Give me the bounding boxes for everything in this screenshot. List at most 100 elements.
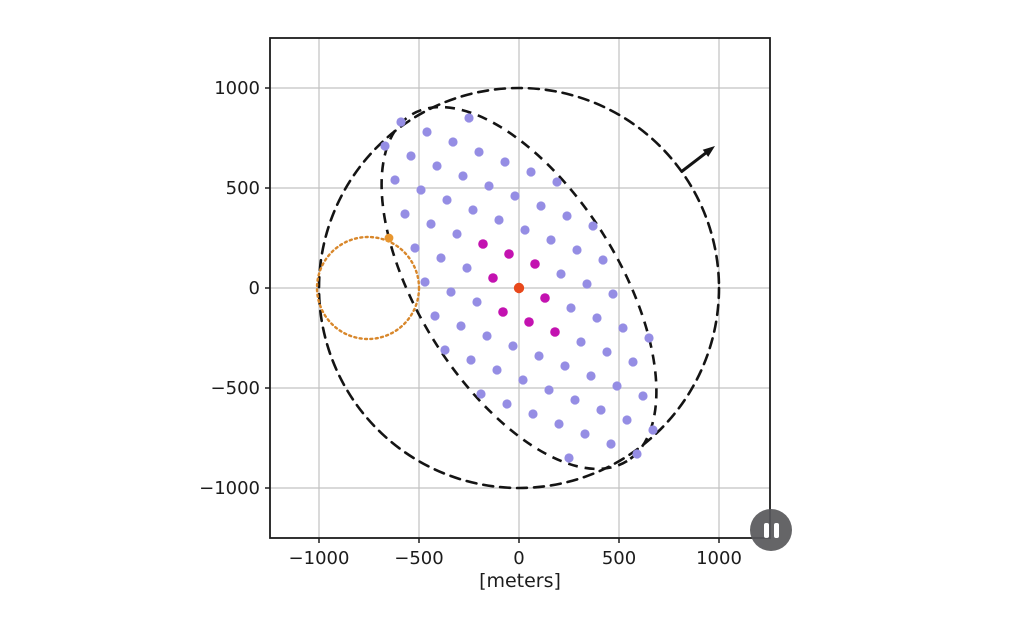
y-tick-label: −500 [211,378,260,399]
formation-agents-dot [576,337,586,347]
formation-agents-dot [500,157,510,167]
formation-agents-dot [508,341,518,351]
formation-agents-dot [546,235,556,245]
formation-agents-dot [596,405,606,415]
formation-agents-dot [528,409,538,419]
formation-agents-dot [416,185,426,195]
x-tick-label: −500 [394,548,443,569]
formation-agents-dot [536,201,546,211]
formation-agents-dot [502,399,512,409]
formation-agents-dot [648,425,658,435]
formation-agents-dot [492,365,502,375]
formation-agents-dot [474,147,484,157]
inner-ring-agents-dot [504,249,514,259]
formation-agents-dot [400,209,410,219]
pause-button[interactable] [750,509,792,551]
formation-agents-dot [554,419,564,429]
y-tick-label: 500 [226,178,260,199]
formation-agents-dot [466,355,476,365]
formation-agents-dot [552,177,562,187]
boundary-circle [317,86,721,490]
pause-icon [773,522,779,538]
formation-agents-dot [440,345,450,355]
formation-agents-dot [544,385,554,395]
formation-agents-dot [606,439,616,449]
inner-ring-agents-dot [498,307,508,317]
x-tick-label: 500 [602,548,636,569]
x-tick-label: −1000 [289,548,350,569]
formation-agents-dot [452,229,462,239]
formation-agents-dot [442,195,452,205]
x-tick-label: 0 [513,548,524,569]
formation-agents-dot [588,221,598,231]
joining-agent-range-circle [315,235,421,341]
formation-agents-dot [484,181,494,191]
formation-agents-dot [570,395,580,405]
inner-ring-agents-dot [540,293,550,303]
y-tick-label: −1000 [199,478,260,499]
formation-agents-dot [632,449,642,459]
x-axis-label: [meters] [479,570,561,592]
formation-agents-dot [464,113,474,123]
formation-agents-dot [628,357,638,367]
formation-agents-dot [608,289,618,299]
formation-agents-dot [520,225,530,235]
formation-agents-dot [638,391,648,401]
formation-agents-dot [430,311,440,321]
formation-agents-dot [560,361,570,371]
inner-ring-agents-dot [550,327,560,337]
formation-agents-dot [602,347,612,357]
formation-agents-dot [420,277,430,287]
inner-ring-agents-dot [478,239,488,249]
pause-icon [763,522,769,538]
formation-agents-dot [566,303,576,313]
formation-agents-dot [468,205,478,215]
formation-agents-dot [406,151,416,161]
formation-agents-dot [510,191,520,201]
y-tick-label: 1000 [214,78,260,99]
formation-agents-dot [462,263,472,273]
inner-ring-agents-dot [488,273,498,283]
formation-agents-dot [562,211,572,221]
formation-agents-dot [518,375,528,385]
formation-agents-dot [526,167,536,177]
formation-agents-dot [534,351,544,361]
formation-agents-dot [586,371,596,381]
formation-agents-dot [644,333,654,343]
leader-agent-dot [513,282,525,294]
formation-agents-dot [426,219,436,229]
joining-agent-dot [384,233,394,243]
heading-arrow-head [702,146,715,157]
formation-agents-dot [436,253,446,263]
formation-agents-dot [622,415,632,425]
formation-agents-dot [612,381,622,391]
inner-ring-agents-dot [524,317,534,327]
inner-ring-agents-dot [530,259,540,269]
formation-agents-dot [556,269,566,279]
formation-agents-dot [482,331,492,341]
formation-agents-dot [456,321,466,331]
formation-ellipse [380,105,658,471]
formation-agents-dot [390,175,400,185]
formation-agents-dot [618,323,628,333]
formation-agents-dot [476,389,486,399]
formation-agents-dot [592,313,602,323]
formation-agents-dot [410,243,420,253]
formation-agents-dot [380,141,390,151]
formation-agents-dot [472,297,482,307]
formation-agents-dot [422,127,432,137]
formation-agents-dot [458,171,468,181]
formation-agents-dot [494,215,504,225]
formation-agents-dot [582,279,592,289]
y-tick-label: 0 [249,278,260,299]
formation-agents-dot [396,117,406,127]
formation-agents-dot [564,453,574,463]
formation-agents-dot [448,137,458,147]
formation-agents-dot [446,287,456,297]
x-tick-label: 1000 [696,548,742,569]
formation-agents-dot [572,245,582,255]
formation-agents-dot [598,255,608,265]
formation-agents-dot [432,161,442,171]
formation-agents-dot [580,429,590,439]
